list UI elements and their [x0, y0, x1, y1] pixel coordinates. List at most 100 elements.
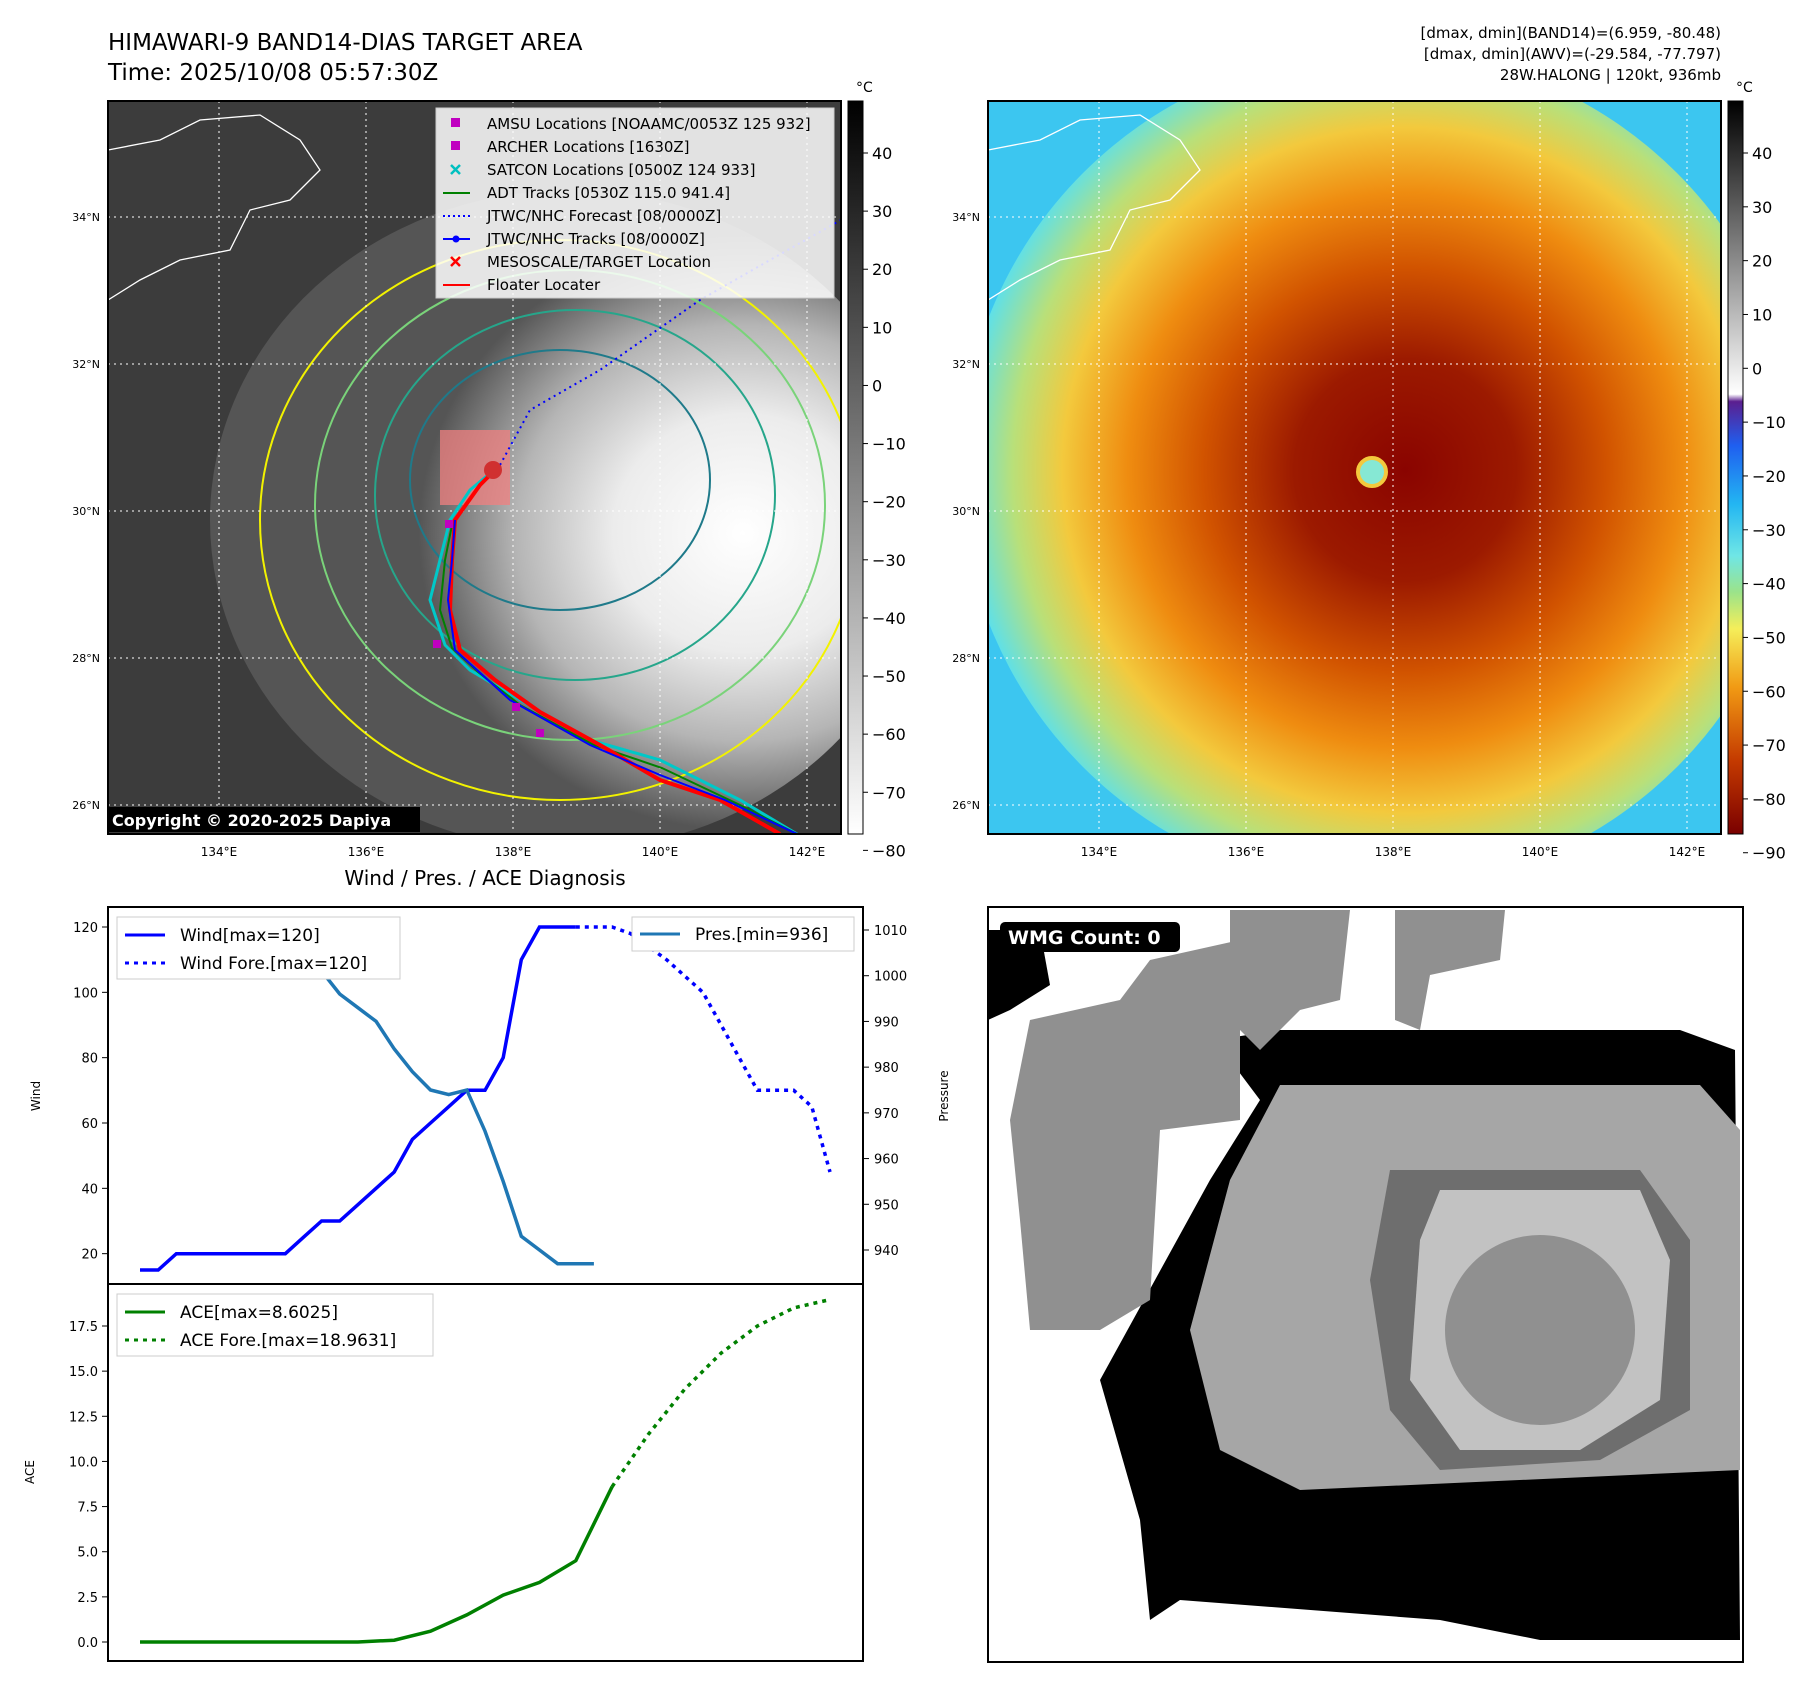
ir-legend: AMSU Locations [NOAAMC/0053Z 125 932] ARC…	[435, 107, 835, 299]
legend-label: Floater Locater	[487, 276, 601, 294]
legend-label: SATCON Locations [0500Z 124 933]	[487, 161, 755, 179]
ir-lon-labels: 134°E 136°E 138°E 140°E 142°E	[201, 845, 826, 859]
wind-ytick-label: 100	[73, 986, 98, 1001]
legend-x-marker	[450, 256, 461, 267]
colorbar-tick-label: −20	[1752, 467, 1786, 486]
ace-legend-box	[116, 1293, 434, 1357]
ace-ytick-label: 15.0	[69, 1365, 98, 1380]
title-line2: Time: 2025/10/08 05:57:30Z	[107, 60, 438, 86]
colorbar-tick-label: −10	[1752, 413, 1786, 432]
ace-ytick-label: 5.0	[77, 1546, 98, 1561]
ir-map-panel: AMSU Locations [NOAAMC/0053Z 125 932] ARC…	[107, 100, 842, 835]
legend-item: ADT Tracks [0530Z 115.0 941.4]	[443, 184, 730, 202]
wmg-gray-patch-top	[1230, 910, 1350, 1050]
ace-ytick-label: 0.0	[77, 1636, 98, 1651]
pressure-ylabel: Pressure	[937, 1070, 951, 1121]
wmg-gray-patch-left	[1010, 940, 1240, 1330]
archer-marker	[536, 729, 544, 737]
legend-label: ARCHER Locations [1630Z]	[487, 138, 690, 156]
temp-map-panel	[987, 100, 1722, 835]
legend-label: JTWC/NHC Tracks [08/0000Z]	[486, 230, 705, 248]
legend-label: JTWC/NHC Forecast [08/0000Z]	[486, 207, 721, 225]
legend-square-marker	[451, 141, 460, 150]
ace-ytick-label: 12.5	[69, 1410, 98, 1425]
jtwc-forecast-track	[499, 219, 841, 466]
temp-cloud-shield	[988, 101, 1721, 834]
colorbar-tick-label: −60	[1752, 682, 1786, 701]
colorbar-tick-label: 20	[1752, 252, 1772, 271]
wind-ytick-label: 40	[81, 1182, 98, 1197]
temp-colorbar-ramp	[1727, 100, 1744, 835]
colorbar-tick-label: 30	[1752, 198, 1772, 217]
colorbar-tick-label: −40	[872, 609, 906, 628]
lat-tick-label: 34°N	[72, 211, 100, 224]
wmg-black-corner	[988, 930, 1050, 1020]
copyright-text: Copyright © 2020-2025 Dapiya	[112, 811, 391, 830]
colorbar-tick-label: −30	[1752, 521, 1786, 540]
lat-tick-label: 26°N	[952, 799, 980, 812]
legend-square-marker	[451, 118, 460, 127]
temp-coastline	[988, 114, 1201, 301]
lon-tick-label: 140°E	[1522, 845, 1559, 859]
colorbar-tick-label: −50	[872, 667, 906, 686]
pres-legend-label: Pres.[min=936]	[695, 925, 828, 945]
legend-item: JTWC/NHC Tracks [08/0000Z]	[443, 230, 705, 248]
lon-tick-label: 136°E	[1228, 845, 1265, 859]
colorbar-tick-label: −80	[1752, 790, 1786, 809]
temp-gridlines	[988, 101, 1721, 834]
lon-tick-label: 138°E	[1375, 845, 1412, 859]
legend-item: MESOSCALE/TARGET Location	[450, 253, 711, 271]
archer-marker	[512, 703, 520, 711]
floater-track	[447, 463, 781, 834]
info-line1: [dmax, dmin](BAND14)=(6.959, -80.48)	[1421, 24, 1721, 42]
temp-colorbar: °C 40 30 20 10 0 −10 −20 −30 −40 −50 −60 −70 −80 −90	[1727, 80, 1786, 863]
ace-ylabel: ACE	[23, 1460, 37, 1484]
wmg-gray-patch-right	[1395, 910, 1505, 1030]
satcon-track	[428, 463, 798, 834]
colorbar-tick-label: −60	[872, 725, 906, 744]
colorbar-tick-label: −70	[872, 783, 906, 802]
lon-tick-label: 134°E	[1081, 845, 1118, 859]
temp-lat-labels: 34°N 32°N 30°N 28°N 26°N	[952, 211, 980, 812]
colorbar-tick-label: −20	[872, 493, 906, 512]
lat-tick-label: 32°N	[72, 358, 100, 371]
legend-x-marker	[450, 164, 461, 175]
amsu-marker	[445, 520, 453, 528]
wmg-eye-core	[1445, 1235, 1635, 1425]
diagnosis-title: Wind / Pres. / ACE Diagnosis	[344, 866, 625, 890]
wmg-count-box	[1000, 922, 1180, 952]
info-line3: 28W.HALONG | 120kt, 936mb	[1500, 66, 1721, 84]
copyright-box	[108, 807, 420, 832]
ir-coastline	[108, 114, 321, 301]
colorbar-tick-label: 30	[872, 202, 892, 221]
lat-tick-label: 32°N	[952, 358, 980, 371]
ir-cloud-shield	[210, 190, 841, 834]
colorbar-tick-label: −30	[872, 551, 906, 570]
info-line2: [dmax, dmin](AWV)=(-29.584, -77.797)	[1424, 45, 1721, 63]
pressure-ytick-label: 960	[874, 1153, 899, 1168]
wind-fore-legend-label: Wind Fore.[max=120]	[180, 954, 367, 974]
wind-ytick-label: 60	[81, 1117, 98, 1132]
pressure-ytick-label: 1010	[874, 924, 907, 939]
ace-legend-label: ACE[max=8.6025]	[180, 1303, 338, 1323]
jtwc-track	[446, 519, 798, 834]
legend-label: MESOSCALE/TARGET Location	[487, 253, 711, 271]
lon-tick-label: 136°E	[348, 845, 385, 859]
wind-ytick-label: 20	[81, 1248, 98, 1263]
colorbar-tick-label: −70	[1752, 736, 1786, 755]
colorbar-tick-label: −40	[1752, 575, 1786, 594]
gray-colorbar: °C 40 30 20 10 0 −10 −20 −30 −40 −50 −60 −70 −80	[847, 80, 906, 860]
legend-dot-marker	[452, 235, 460, 243]
legend-item: ARCHER Locations [1630Z]	[451, 138, 690, 156]
ace-chart: ACE 0.0 2.5 5.0 7.5 10.0 12.5 15.0 17.5 ACE[max…	[23, 1283, 864, 1662]
legend-label: ADT Tracks [0530Z 115.0 941.4]	[487, 184, 730, 202]
pressure-ytick-label: 970	[874, 1107, 899, 1122]
colorbar-tick-label: −90	[1752, 844, 1786, 863]
colorbar-tick-label: 10	[872, 318, 892, 337]
lon-tick-label: 142°E	[789, 845, 826, 859]
wind-ylabel: Wind	[29, 1081, 43, 1111]
ace-ytick-label: 10.0	[69, 1455, 98, 1470]
lat-tick-label: 28°N	[72, 652, 100, 665]
legend-item: AMSU Locations [NOAAMC/0053Z 125 932]	[451, 115, 811, 133]
lat-tick-label: 30°N	[72, 505, 100, 518]
